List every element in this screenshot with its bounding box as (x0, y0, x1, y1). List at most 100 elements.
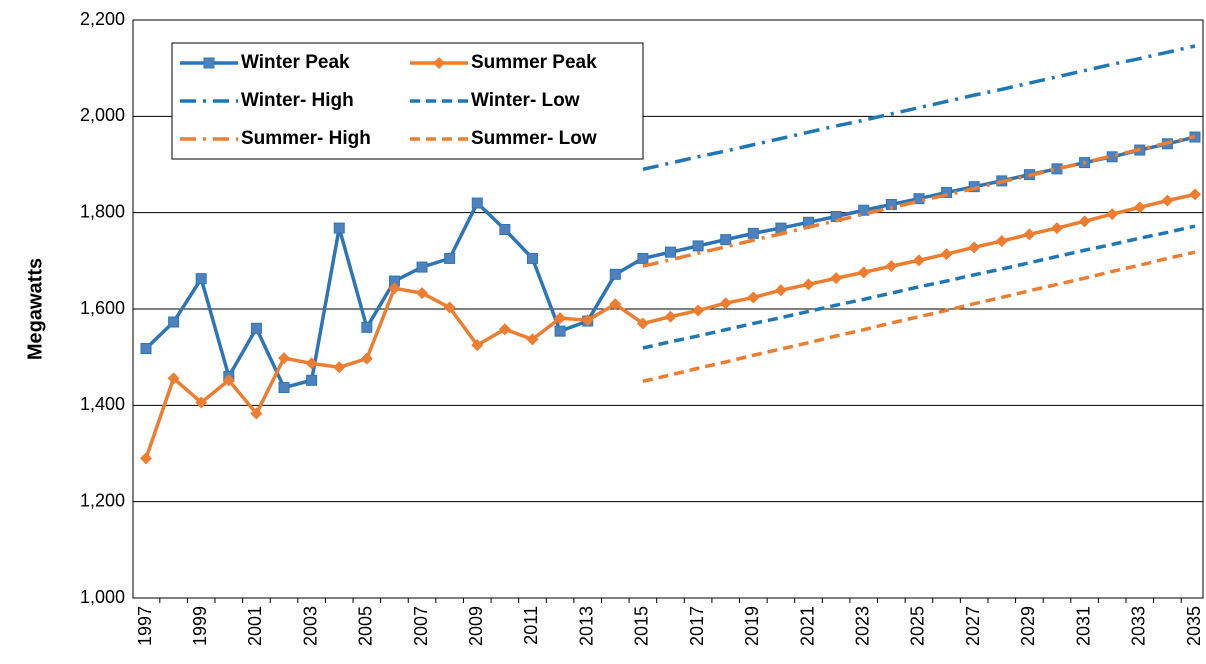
marker (720, 234, 732, 246)
marker (167, 372, 180, 385)
x-tick-label: 2013 (576, 606, 596, 646)
marker (1050, 222, 1063, 235)
marker (471, 339, 484, 352)
marker (361, 321, 373, 333)
plot-frame (132, 19, 1204, 599)
marker (940, 248, 953, 261)
marker (195, 273, 207, 285)
series-line (642, 250, 1196, 383)
marker (692, 304, 705, 317)
marker (203, 57, 215, 69)
marker (444, 252, 456, 264)
y-tick-label: 1,000 (80, 587, 125, 607)
marker (195, 396, 208, 409)
marker (1161, 194, 1174, 207)
x-tick-label: 2003 (300, 606, 320, 646)
marker (498, 323, 511, 336)
x-tick-label: 2015 (632, 606, 652, 646)
marker (278, 382, 290, 394)
marker (995, 235, 1008, 248)
marker (1189, 188, 1201, 201)
marker (1023, 228, 1036, 241)
x-tick-label: 2023 (852, 606, 872, 646)
x-tick-label: 2007 (411, 606, 431, 646)
marker (416, 287, 429, 300)
x-tick-label: 2011 (521, 606, 541, 645)
marker (305, 357, 318, 370)
legend-label: Summer- Low (471, 128, 597, 149)
marker (636, 317, 649, 330)
marker (140, 342, 152, 354)
marker (665, 246, 676, 258)
marker (1133, 201, 1146, 214)
marker (802, 278, 815, 291)
x-tick-label: 2031 (1073, 606, 1093, 646)
y-tick-label: 1,600 (80, 298, 125, 318)
marker (581, 314, 594, 327)
x-tick-label: 2005 (356, 606, 376, 646)
marker (1078, 215, 1091, 228)
marker (747, 291, 760, 304)
x-tick-label: 1997 (135, 606, 155, 646)
y-tick-label: 1,200 (80, 490, 125, 510)
x-tick-label: 2029 (1018, 606, 1038, 646)
x-tick-label: 1999 (190, 606, 210, 646)
legend-label: Winter- High (241, 90, 354, 111)
legend-label: Winter Peak (241, 52, 350, 73)
series-line (144, 192, 1196, 459)
marker (168, 316, 180, 328)
marker (858, 204, 870, 216)
x-tick-label: 2035 (1184, 606, 1204, 646)
marker (912, 254, 925, 267)
x-tick-label: 2017 (687, 606, 707, 646)
marker (222, 374, 235, 387)
marker (857, 266, 870, 279)
marker (774, 284, 787, 297)
y-axis-label: Megawatts (24, 258, 46, 360)
x-tick-label: 2021 (797, 606, 817, 646)
y-tick-label: 2,000 (80, 105, 125, 125)
marker (499, 224, 511, 236)
marker (278, 352, 291, 365)
legend-box (171, 42, 644, 160)
marker (1106, 208, 1119, 221)
marker (692, 240, 704, 252)
series-line (642, 44, 1196, 172)
marker (609, 298, 622, 311)
y-tick-label: 1,800 (80, 201, 125, 221)
marker (250, 322, 262, 334)
marker (416, 261, 428, 273)
y-tick-label: 1,400 (80, 394, 125, 414)
x-tick-label: 2001 (245, 606, 265, 646)
marker (443, 301, 456, 314)
series-line (642, 224, 1196, 350)
marker (941, 186, 953, 198)
x-tick-label: 2033 (1129, 606, 1149, 646)
x-tick-label: 2019 (742, 606, 762, 646)
marker (554, 312, 567, 325)
legend-label: Winter- Low (471, 90, 580, 111)
marker (968, 241, 981, 254)
legend-label: Summer Peak (471, 52, 597, 73)
y-tick-label: 2,200 (80, 9, 125, 29)
marker (333, 222, 345, 234)
marker (526, 333, 539, 346)
marker (609, 268, 621, 280)
marker (360, 352, 373, 365)
x-tick-label: 2025 (908, 606, 928, 646)
x-tick-label: 2009 (466, 606, 486, 646)
marker (333, 361, 346, 374)
marker (250, 407, 263, 420)
marker (526, 252, 538, 264)
marker (637, 252, 649, 264)
marker (747, 227, 759, 239)
marker (664, 310, 677, 323)
marker (885, 260, 898, 273)
marker (140, 452, 152, 465)
marker (830, 272, 843, 285)
marker (306, 374, 318, 386)
x-tick-label: 2027 (963, 606, 983, 646)
marker (719, 297, 732, 310)
marker (471, 197, 483, 209)
